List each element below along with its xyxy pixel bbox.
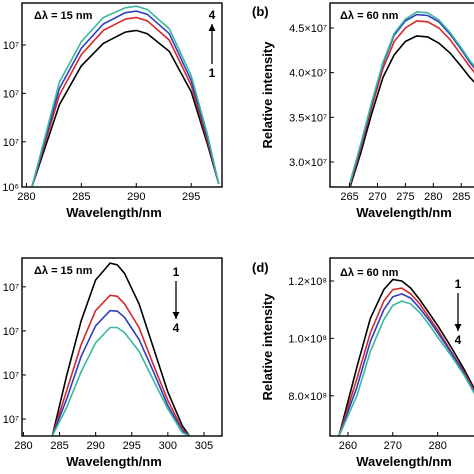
x-axis-label: Wavelength/nm (356, 454, 452, 469)
x-tick-label: 270 (384, 440, 402, 452)
x-tick-label: 270 (368, 191, 386, 203)
series-line-1 (31, 29, 220, 187)
x-tick-label: 260 (339, 440, 357, 452)
y-tick-label: 10⁷ (3, 414, 19, 426)
y-tick-label: 4.5×10⁷ (289, 23, 327, 35)
y-axis-label: Relative intensity (260, 293, 275, 401)
y-tick-label: 10⁷ (3, 88, 19, 100)
series-line-3 (338, 293, 474, 436)
y-tick-label: 1.2×10⁸ (288, 276, 327, 288)
x-tick-label: 280 (14, 440, 32, 452)
panel-1: 280 285 290 295 10⁷ 10⁷ 10⁷ 10⁶ Wavelength/nm Δλ … (2, 2, 223, 220)
plot-frame (329, 2, 474, 188)
y-tick-label: 1.0×10⁸ (288, 333, 327, 345)
x-tick-label: 290 (127, 191, 145, 203)
delta-lambda-note: Δλ = 15 nm (34, 265, 93, 277)
x-tick-label: 290 (86, 440, 104, 452)
x-tick-label: 280 (17, 191, 35, 203)
y-tick-label: 10⁷ (3, 282, 19, 294)
series-line-1 (338, 278, 474, 436)
y-tick-label: 8.0×10⁸ (288, 391, 327, 403)
series-line-2 (31, 16, 220, 187)
arrow-bottom-label: 4 (455, 333, 462, 347)
series-line-4 (51, 326, 190, 436)
arrow-bottom-label: 1 (209, 66, 216, 80)
delta-lambda-note: Δλ = 60 nm (340, 267, 399, 279)
x-tick-label: 280 (428, 440, 446, 452)
plot-frame (21, 257, 223, 437)
x-tick-label: 285 (72, 191, 90, 203)
series-line-3 (51, 309, 190, 436)
y-tick-label: 10⁷ (3, 137, 19, 149)
panel-2: 265 270 275 280 285 4.5×10⁷ 4.0×10⁷ 3.5×10⁷ 3.0×… (252, 2, 474, 220)
x-axis-label: Wavelength/nm (356, 205, 452, 220)
y-tick-label: 10⁶ (2, 182, 19, 194)
x-tick-label: 295 (182, 191, 200, 203)
y-tick-label: 3.5×10⁷ (289, 112, 327, 124)
x-axis-label: Wavelength/nm (66, 205, 162, 220)
x-tick-label: 285 (50, 440, 68, 452)
x-tick-label: 300 (159, 440, 177, 452)
trend-arrow-head (208, 24, 216, 31)
x-tick-label: 280 (424, 191, 442, 203)
panel-label: (b) (252, 4, 269, 19)
x-tick-label: 295 (123, 440, 141, 452)
series-line-2 (338, 287, 474, 436)
y-axis-label: Relative intensity (260, 41, 275, 149)
x-tick-label: 285 (452, 191, 470, 203)
trend-arrow-head (454, 324, 462, 331)
series-line-3 (31, 10, 220, 187)
series-line-1 (51, 262, 191, 436)
panel-4: 260 270 280 1.2×10⁸ 1.0×10⁸ 8.0×10⁸ Wavelength… (252, 257, 474, 469)
series-line-1 (349, 35, 474, 187)
y-tick-label: 4.0×10⁷ (289, 68, 327, 80)
panel-label: (d) (252, 260, 269, 275)
x-tick-label: 265 (340, 191, 358, 203)
series-line-2 (348, 20, 474, 187)
x-tick-label: 275 (396, 191, 414, 203)
arrow-top-label: 1 (173, 265, 180, 279)
y-tick-label: 10⁷ (3, 40, 19, 52)
y-tick-label: 10⁷ (3, 370, 19, 382)
panel-3: 280 285 290 295 300 305 10⁷ 10⁷ 10⁷ 10⁷ Wavelength… (3, 257, 223, 469)
arrow-top-label: 4 (209, 8, 216, 22)
x-axis-label: Wavelength/nm (66, 454, 162, 469)
x-tick-label: 305 (195, 440, 213, 452)
arrow-bottom-label: 4 (173, 321, 180, 335)
arrow-top-label: 1 (455, 277, 462, 291)
y-tick-label: 10⁷ (3, 326, 19, 338)
plot-frame (21, 2, 223, 188)
delta-lambda-note: Δλ = 15 nm (34, 10, 93, 22)
delta-lambda-note: Δλ = 60 nm (340, 10, 399, 22)
series-line-4 (348, 11, 474, 185)
series-line-4 (31, 5, 220, 187)
series-line-4 (338, 300, 474, 436)
series-line-2 (51, 294, 191, 436)
plot-frame (329, 257, 474, 437)
trend-arrow-head (172, 312, 180, 319)
y-tick-label: 3.0×10⁷ (289, 157, 327, 169)
